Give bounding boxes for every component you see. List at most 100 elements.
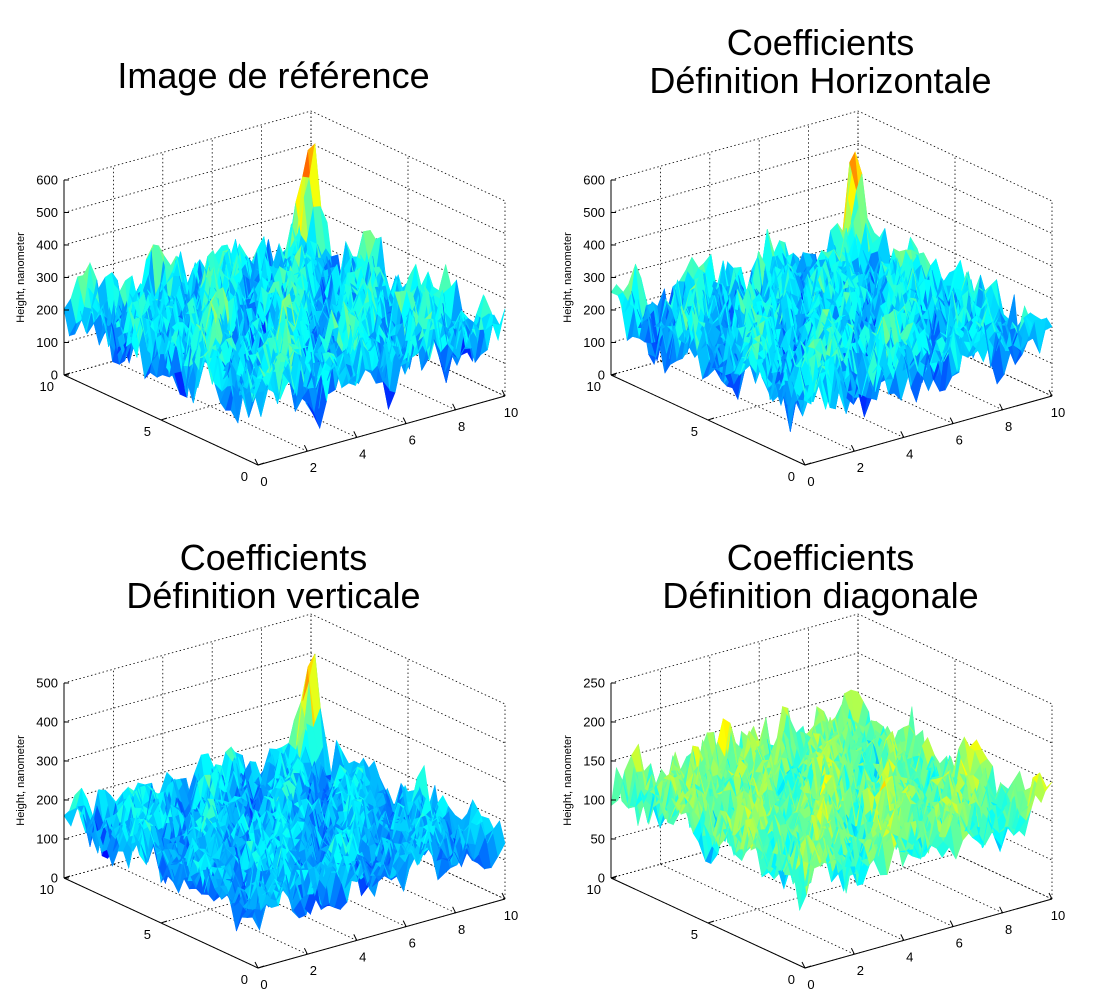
x-tick-label: 8 [1005,419,1012,434]
surface-patch [492,820,506,858]
x-tick-label: 4 [906,446,913,461]
x-tick [801,458,806,466]
y-tick [804,462,812,466]
x-tick-label: 4 [359,446,366,461]
title-line: Coefficients [726,22,915,63]
z-tick-label: 400 [36,715,58,730]
z-tick-label: 400 [583,238,605,253]
panel-vertical-coefficients: Coefficients Définition verticale 0 100 20… [0,503,547,1006]
y-tick [160,417,168,421]
z-tick-label: 600 [583,173,605,188]
z-tick-label: 300 [36,754,58,769]
x-tick [254,961,259,969]
x-tick [452,403,457,411]
y-tick-label: 5 [691,424,698,439]
x-tick [1048,389,1053,397]
title-line: Définition verticale [126,575,421,616]
x-tick-label: 2 [310,963,317,978]
z-tick-label: 100 [36,832,58,847]
z-tick-label: 400 [36,238,58,253]
x-tick [353,431,358,438]
x-tick-label: 10 [1051,405,1065,420]
surface [610,689,1053,912]
grid-line [63,143,506,234]
grid-line [610,613,1053,705]
x-tick [452,906,457,914]
x-tick [402,417,407,424]
title-line: Image de référence [117,55,430,96]
y-tick-label: 10 [40,379,54,394]
x-tick-label: 6 [956,433,963,448]
panel-title: Coefficients Définition Horizontale [547,24,1094,100]
x-tick-label: 2 [857,460,864,475]
x-tick [949,417,954,424]
x-tick-label: 10 [504,908,518,923]
y-tick [63,372,71,376]
y-tick-label: 10 [40,882,54,897]
x-tick [353,934,358,941]
y-tick-label: 0 [241,469,248,484]
z-tick-label: 0 [51,368,58,383]
x-tick [501,389,506,397]
panel-title: Image de référence [0,57,547,95]
x-tick [900,431,905,438]
z-axis-label: Height, nanometer [562,232,574,323]
surface [63,143,506,430]
surface-patch [1039,317,1053,354]
y-tick [707,417,715,421]
z-tick-label: 100 [583,335,605,350]
z-tick-label: 500 [583,205,605,220]
panel-reference-image: Image de référence 0 100 200 300 400 500 600 0 2… [0,0,547,503]
surface [610,151,1053,432]
z-tick-label: 300 [583,270,605,285]
z-tick-label: 500 [36,205,58,220]
grid-line [63,110,506,202]
x-axis-line [804,395,1053,466]
x-axis-line [257,898,506,969]
x-axis-line [257,395,506,466]
y-tick-label: 0 [788,469,795,484]
z-axis-label: Height, nanometer [15,735,27,826]
grid-line [660,863,855,955]
grid-line [610,110,1053,202]
x-tick [999,403,1004,411]
z-axis-label: Height, nanometer [15,232,27,323]
title-line: Définition diagonale [662,575,979,616]
panel-horizontal-coefficients: Coefficients Définition Horizontale 0 100… [547,0,1094,503]
x-tick-label: 0 [260,977,267,992]
y-tick-label: 0 [241,972,248,987]
z-tick-label: 200 [583,303,605,318]
z-tick-label: 500 [36,676,58,691]
y-tick [257,965,265,969]
x-tick-label: 8 [458,419,465,434]
x-tick [402,920,407,927]
x-tick-label: 0 [260,474,267,489]
grid-line [610,143,1053,234]
grid-line [707,853,956,924]
y-tick [63,875,71,879]
z-tick-label: 200 [36,793,58,808]
title-line: Coefficients [726,537,915,578]
x-tick [303,444,308,452]
x-tick-label: 10 [504,405,518,420]
x-tick-label: 6 [409,433,416,448]
x-tick [850,444,855,452]
z-tick-label: 300 [36,270,58,285]
z-tick-label: 0 [51,871,58,886]
x-tick-label: 0 [807,474,814,489]
x-tick [254,458,259,466]
z-tick-label: 600 [36,173,58,188]
panel-diagonal-coefficients: Coefficients Définition diagonale 0 50 100… [547,503,1094,1006]
x-tick-label: 4 [359,949,366,964]
surface-patch [492,308,506,342]
y-tick-label: 5 [144,927,151,942]
panel-title: Coefficients Définition diagonale [547,539,1094,615]
x-tick [303,947,308,955]
title-line: Définition Horizontale [649,60,992,101]
